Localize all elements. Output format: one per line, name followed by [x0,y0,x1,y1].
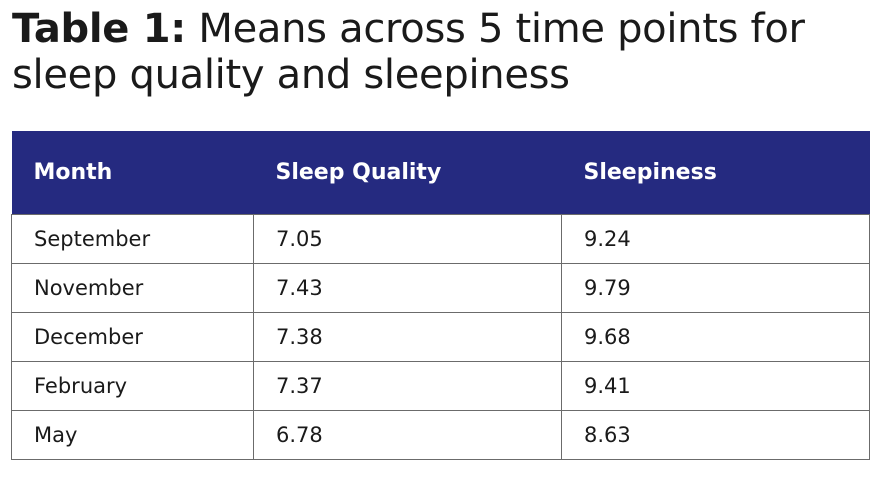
table-body: September 7.05 9.24 November 7.43 9.79 D… [11,214,870,460]
table-header: Month Sleep Quality Sleepiness [11,131,870,215]
cell-sleep-quality: 7.38 [253,312,562,362]
cell-sleep-quality: 7.43 [253,263,562,313]
cell-sleep-quality: 7.05 [253,214,562,264]
cell-sleepiness: 9.79 [561,263,870,313]
cell-month: November [11,263,254,313]
table-row: May 6.78 8.63 [11,410,870,460]
table-title-text: Means across 5 time points for sleep qua… [12,6,805,98]
cell-sleep-quality: 6.78 [253,410,562,460]
means-table: Month Sleep Quality Sleepiness September… [11,131,870,460]
table-title-label: Table 1: [12,6,186,52]
cell-month: December [11,312,254,362]
header-month: Month [11,131,254,215]
table-row: September 7.05 9.24 [11,214,870,264]
cell-sleep-quality: 7.37 [253,361,562,411]
header-sleep-quality: Sleep Quality [253,131,562,215]
cell-sleepiness: 8.63 [561,410,870,460]
cell-sleepiness: 9.68 [561,312,870,362]
header-sleepiness: Sleepiness [561,131,870,215]
table-row: December 7.38 9.68 [11,312,870,362]
cell-sleepiness: 9.41 [561,361,870,411]
header-row: Month Sleep Quality Sleepiness [11,131,870,215]
cell-month: May [11,410,254,460]
cell-sleepiness: 9.24 [561,214,870,264]
cell-month: September [11,214,254,264]
table-title: Table 1: Means across 5 time points for … [12,6,872,98]
table-row: November 7.43 9.79 [11,263,870,313]
cell-month: February [11,361,254,411]
table-row: February 7.37 9.41 [11,361,870,411]
